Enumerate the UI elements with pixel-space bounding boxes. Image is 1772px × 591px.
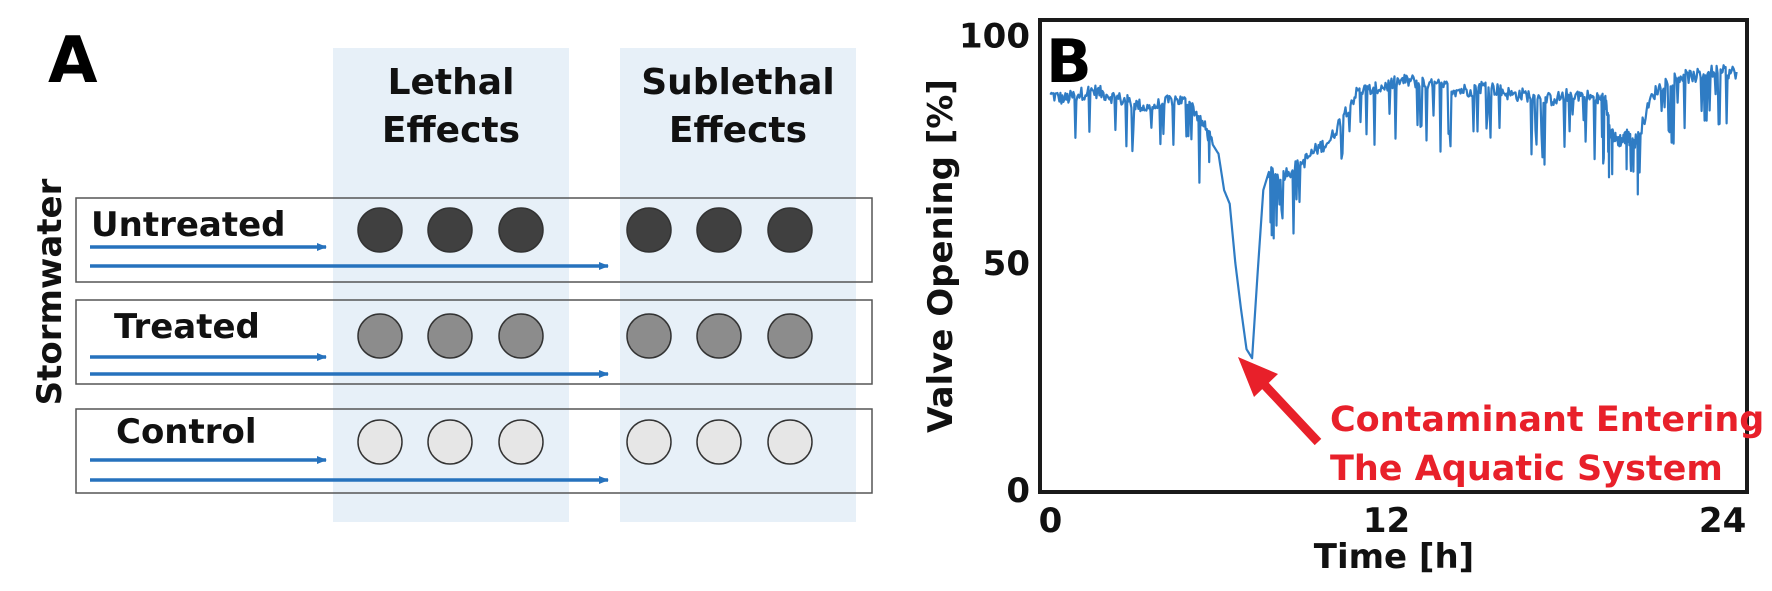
panel-b-label: B [1046, 27, 1092, 97]
lethal-effect-dot [357, 313, 403, 359]
x-tick-label: 12 [1363, 501, 1410, 541]
y-axis-label: Valve Opening [%] [921, 79, 961, 433]
y-tick-label: 0 [1006, 471, 1030, 511]
lethal-effect-dot [357, 207, 403, 253]
panel-b: B 0 50 100 0 12 24 Time [h] Valve Opening [%… [921, 17, 1764, 577]
row-control: Control [75, 408, 873, 494]
lethal-effect-dot [357, 419, 403, 465]
sublethal-effect-dot [626, 313, 672, 359]
y-tick-label: 50 [983, 244, 1030, 284]
x-tick-labels: 0 12 24 [1039, 501, 1747, 541]
lethal-effect-dot [498, 419, 544, 465]
lethal-effect-dot [427, 207, 473, 253]
x-axis-label: Time [h] [1314, 537, 1474, 577]
sublethal-effect-dot [767, 313, 813, 359]
lethal-effect-dot [427, 419, 473, 465]
sublethal-effect-dot [767, 419, 813, 465]
annotation-text-line1: Contaminant Entering [1330, 400, 1764, 440]
lethal-effect-dot [498, 207, 544, 253]
row-label: Treated [114, 307, 260, 347]
y-tick-label: 100 [959, 17, 1030, 57]
column-header-lethal-line1: Lethal [388, 62, 515, 103]
sublethal-effect-dot [767, 207, 813, 253]
row-group-label: Stormwater [30, 178, 70, 405]
sublethal-effect-dot [626, 419, 672, 465]
x-tick-label: 24 [1699, 501, 1746, 541]
sublethal-effect-dot [626, 207, 672, 253]
row-label: Control [116, 412, 257, 452]
x-tick-label: 0 [1039, 501, 1063, 541]
y-tick-labels: 0 50 100 [959, 17, 1030, 511]
annotation-arrow [1238, 357, 1322, 446]
row-box [75, 408, 873, 494]
row-treated: Treated [75, 299, 873, 385]
sublethal-effect-dot [696, 207, 742, 253]
row-label: Untreated [91, 205, 286, 245]
row-box [75, 299, 873, 385]
column-header-sublethal-line1: Sublethal [641, 62, 835, 103]
column-header-lethal-line2: Effects [382, 110, 520, 151]
panel-a-label: A [48, 24, 98, 98]
lethal-effect-dot [427, 313, 473, 359]
row-untreated: Untreated [75, 197, 873, 283]
sublethal-effect-dot [696, 313, 742, 359]
row-box [75, 197, 873, 283]
lethal-effect-dot [498, 313, 544, 359]
sublethal-effect-dot [696, 419, 742, 465]
panel-a: A Lethal Effects Sublethal Effects Storm… [30, 24, 873, 522]
series-line [1049, 64, 1738, 360]
column-header-sublethal-line2: Effects [669, 110, 807, 151]
annotation-text-line2: The Aquatic System [1330, 449, 1723, 489]
